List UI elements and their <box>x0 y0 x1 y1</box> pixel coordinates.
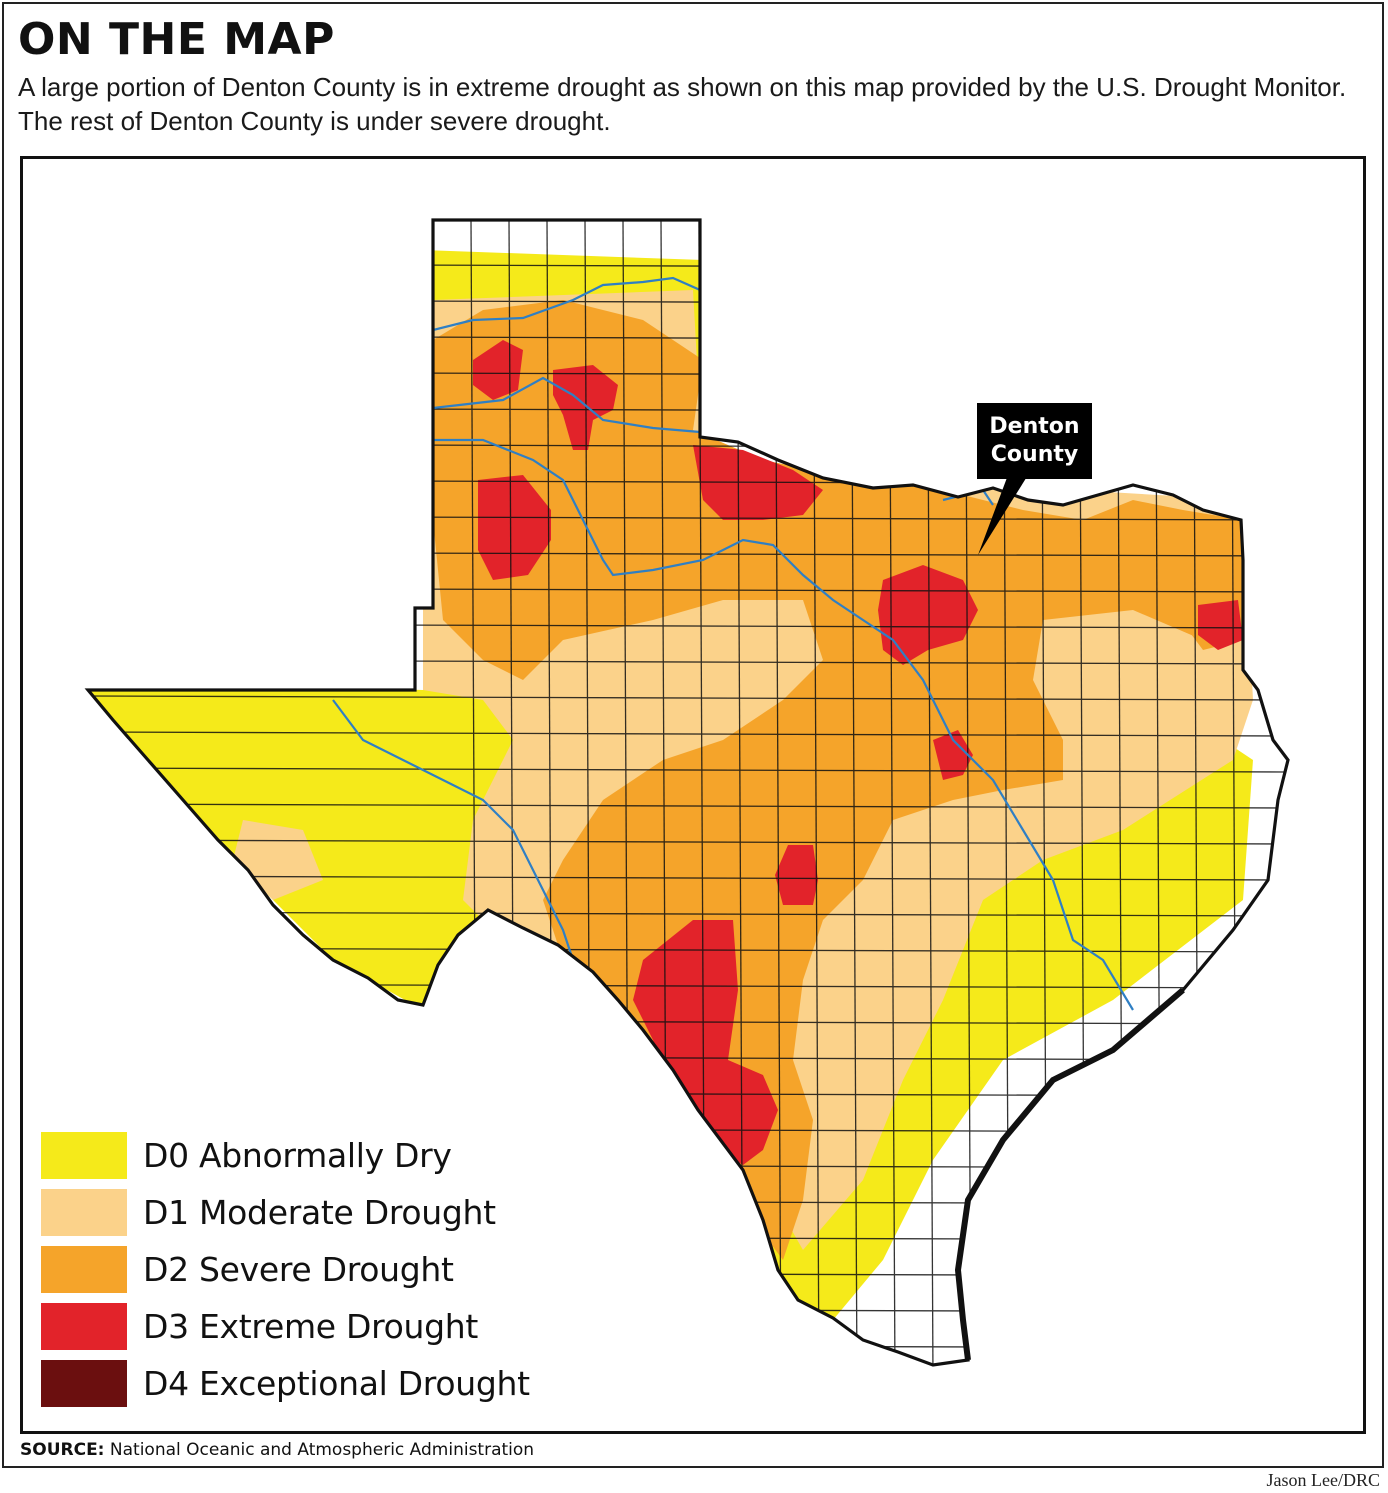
canadian-river <box>432 276 701 332</box>
legend-item-d4: D4 Exceptional Drought <box>41 1355 530 1412</box>
legend-label-d2: D2 Severe Drought <box>143 1250 454 1289</box>
legend: D0 Abnormally Dry D1 Moderate Drought D2… <box>41 1127 530 1412</box>
legend-swatch-d0 <box>41 1132 127 1179</box>
gulf-coast <box>954 987 1185 1361</box>
legend-label-d3: D3 Extreme Drought <box>143 1307 479 1346</box>
texas-drought-map <box>86 218 1290 1367</box>
legend-item-d0: D0 Abnormally Dry <box>41 1127 530 1184</box>
graphic-credit: Jason Lee/DRC <box>1266 1470 1380 1490</box>
legend-label-d0: D0 Abnormally Dry <box>143 1136 452 1175</box>
legend-label-d4: D4 Exceptional Drought <box>143 1364 530 1403</box>
legend-swatch-d3 <box>41 1303 127 1350</box>
rivers <box>332 276 1134 1011</box>
source-line: SOURCE: National Oceanic and Atmospheric… <box>20 1440 534 1460</box>
callout-line-1: Denton <box>989 414 1080 439</box>
map-panel: D0 Abnormally Dry D1 Moderate Drought D2… <box>20 156 1366 1434</box>
source-label: SOURCE: <box>20 1440 105 1460</box>
county-line-h <box>88 875 1288 881</box>
legend-swatch-d4 <box>41 1360 127 1407</box>
county-line-h <box>88 839 1288 845</box>
red-river-fork <box>432 376 701 434</box>
legend-label-d1: D1 Moderate Drought <box>143 1193 496 1232</box>
brazos-river <box>433 438 1134 1011</box>
source-text: National Oceanic and Atmospheric Adminis… <box>109 1440 535 1460</box>
denton-county-callout: Denton County <box>977 403 1092 479</box>
headline: ON THE MAP <box>18 14 335 65</box>
county-line-h <box>88 767 1288 773</box>
county-line-h <box>88 695 1288 701</box>
legend-item-d2: D2 Severe Drought <box>41 1241 530 1298</box>
callout-pointer <box>978 475 1028 555</box>
county-line-h <box>88 803 1288 809</box>
rio-grande <box>332 699 575 961</box>
legend-swatch-d2 <box>41 1246 127 1293</box>
legend-swatch-d1 <box>41 1189 127 1236</box>
callout-line-2: County <box>990 442 1079 467</box>
county-line-h <box>88 731 1288 737</box>
legend-item-d1: D1 Moderate Drought <box>41 1184 530 1241</box>
legend-item-d3: D3 Extreme Drought <box>41 1298 530 1355</box>
subtitle: A large portion of Denton County is in e… <box>18 72 1347 136</box>
county-line-h <box>88 911 1288 917</box>
